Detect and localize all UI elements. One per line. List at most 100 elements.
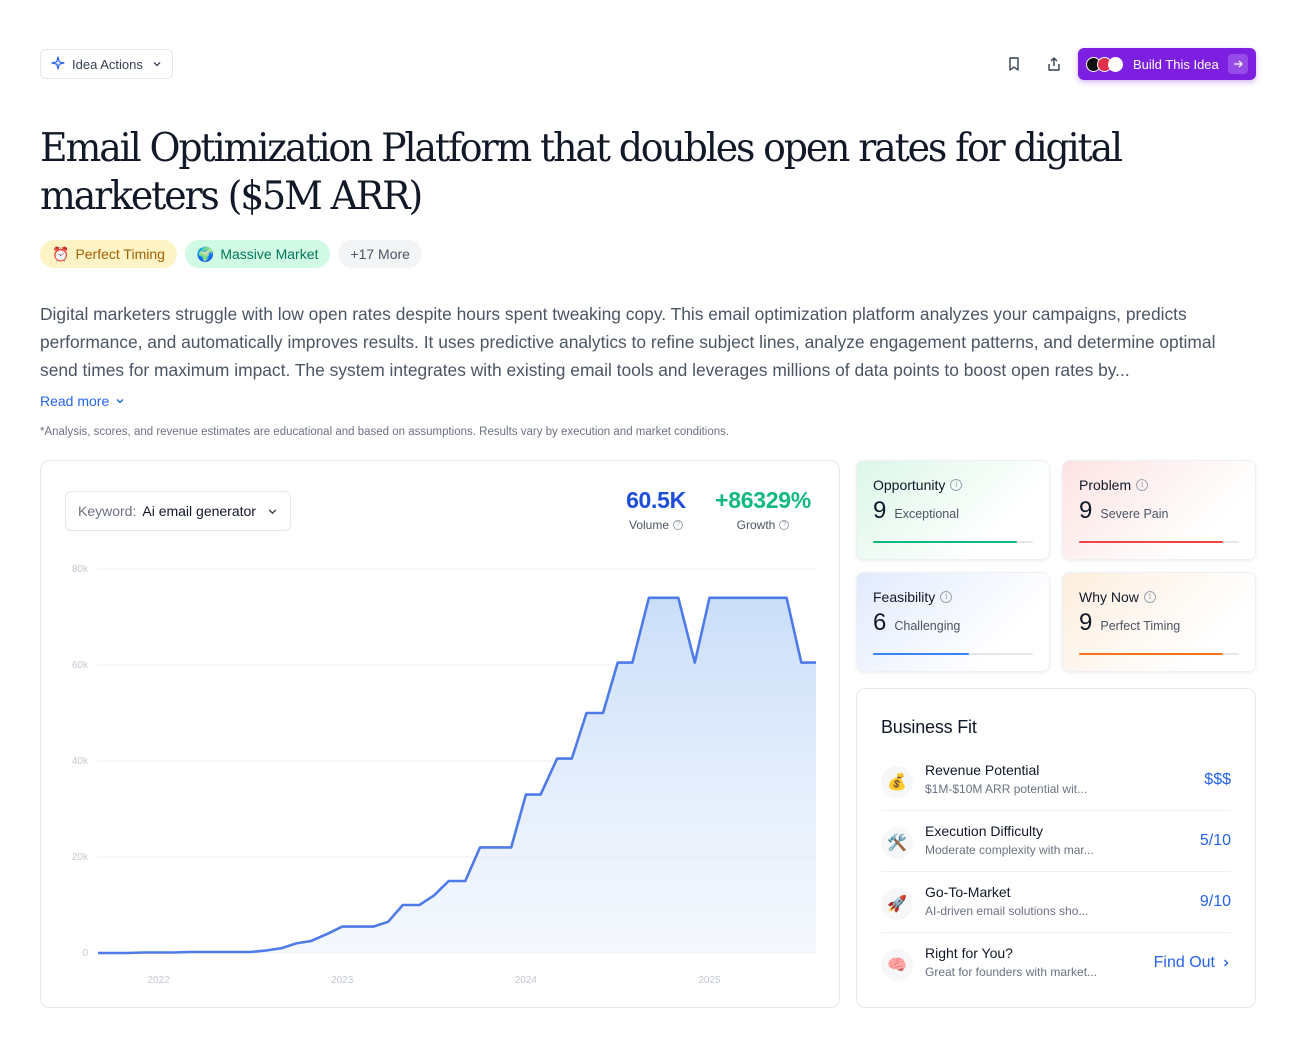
alarm-clock-icon: ⏰ <box>52 245 70 262</box>
bookmark-icon <box>1009 57 1019 71</box>
tag-label: Perfect Timing <box>75 246 165 262</box>
score-label: Challenging <box>894 619 961 633</box>
bookmark-button[interactable] <box>998 48 1030 80</box>
disclaimer: *Analysis, scores, and revenue estimates… <box>40 426 730 438</box>
growth-stat: +86329% Growth? <box>709 487 817 532</box>
read-more-label: Read more <box>40 393 110 409</box>
read-more-link[interactable]: Read more <box>40 393 125 409</box>
value-text: 9/10 <box>1199 893 1231 910</box>
share-icon <box>1048 57 1060 71</box>
y-tick-label: 60k <box>72 660 89 671</box>
x-tick-label: 2023 <box>331 975 354 986</box>
info-icon[interactable]: i <box>950 479 963 491</box>
tag-massive-market[interactable]: 🌍 Massive Market <box>184 240 331 268</box>
avatar <box>1108 56 1123 72</box>
globe-icon: 🌍 <box>196 245 215 262</box>
score-name: Opportunity <box>873 477 946 493</box>
y-tick-label: 20k <box>72 852 89 863</box>
top-bar: Idea Actions Build This Idea <box>40 48 1256 80</box>
business-fit-execution-difficulty[interactable]: 🛠️ Execution Difficulty Moderate complex… <box>881 811 1231 872</box>
business-fit-right-for-you[interactable]: 🧠 Right for You? Great for founders with… <box>881 933 1231 994</box>
tag-more[interactable]: +17 More <box>338 240 422 268</box>
info-icon[interactable]: i <box>940 591 953 603</box>
money-bag-icon: 💰 <box>881 766 913 798</box>
series-line <box>98 596 816 955</box>
value-text: 5/10 <box>1199 832 1231 849</box>
keyword-label: Keyword: <box>78 503 137 519</box>
y-tick-label: 0 <box>82 948 88 959</box>
score-label: Perfect Timing <box>1100 619 1181 633</box>
tag-list: ⏰ Perfect Timing 🌍 Massive Market +17 Mo… <box>40 240 422 268</box>
value-text: Find Out <box>1153 954 1215 971</box>
score-bar <box>873 541 1033 543</box>
help-icon[interactable]: ? <box>673 520 684 530</box>
build-this-idea-button[interactable]: Build This Idea <box>1078 48 1256 80</box>
trend-chart: 0 20k 40k 60k 80k 2022 2023 2024 2025 <box>72 564 816 986</box>
series-area <box>98 597 816 953</box>
build-label: Build This Idea <box>1133 56 1219 72</box>
x-tick-label: 2024 <box>515 975 538 986</box>
tool-avatars <box>1086 56 1123 72</box>
business-fit-value: $$$ <box>1204 771 1231 789</box>
score-bar <box>1079 653 1239 655</box>
rocket-icon: 🚀 <box>881 888 913 920</box>
score-card-feasibility[interactable]: Feasibility i 6 Challenging <box>856 572 1050 672</box>
score-label: Severe Pain <box>1100 507 1169 521</box>
page-title: Email Optimization Platform that doubles… <box>40 126 1123 219</box>
chevron-right-icon <box>1224 959 1229 967</box>
score-bar <box>873 653 1033 655</box>
score-card-problem[interactable]: Problem i 9 Severe Pain <box>1062 460 1256 560</box>
x-tick-label: 2022 <box>147 975 170 986</box>
score-card-opportunity[interactable]: Opportunity i 9 Exceptional <box>856 460 1050 560</box>
score-card-why-now[interactable]: Why Now i 9 Perfect Timing <box>1062 572 1256 672</box>
score-value: 9 <box>873 497 887 524</box>
idea-actions-dropdown[interactable]: Idea Actions <box>40 49 173 79</box>
info-icon[interactable]: i <box>1143 591 1156 603</box>
score-bar-fill <box>1079 541 1223 543</box>
top-actions: Build This Idea <box>998 48 1256 80</box>
business-fit-value: 5/10 <box>1200 832 1231 850</box>
keyword-select[interactable]: Keyword: Ai email generator <box>65 491 291 531</box>
brain-icon: 🧠 <box>881 949 913 981</box>
keyword-value: Ai email generator <box>142 503 256 519</box>
score-name: Feasibility <box>873 589 936 605</box>
business-fit-name: Execution Difficulty <box>925 823 1044 839</box>
share-button[interactable] <box>1038 48 1070 80</box>
growth-value: +86329% <box>715 487 811 513</box>
tag-perfect-timing[interactable]: ⏰ Perfect Timing <box>40 240 177 268</box>
business-fit-name: Revenue Potential <box>925 762 1040 778</box>
score-bar-fill <box>873 541 1017 543</box>
score-bar-fill <box>1079 653 1223 655</box>
y-tick-label: 80k <box>72 564 89 575</box>
find-out-link[interactable]: Find Out <box>1154 954 1231 972</box>
volume-value: 60.5K <box>626 487 686 513</box>
business-fit-name: Right for You? <box>925 945 1013 961</box>
x-tick-label: 2025 <box>698 975 721 986</box>
business-fit-revenue-potential[interactable]: 💰 Revenue Potential $1M-$10M ARR potenti… <box>881 750 1231 811</box>
business-fit-go-to-market[interactable]: 🚀 Go-To-Market AI-driven email solutions… <box>881 872 1231 933</box>
idea-actions-label: Idea Actions <box>72 56 143 72</box>
score-value: 9 <box>1079 609 1093 636</box>
tag-label: +17 More <box>350 246 410 262</box>
score-name: Problem <box>1079 477 1132 493</box>
idea-description: Digital marketers struggle with low open… <box>40 304 1216 380</box>
chevron-down-icon <box>153 62 161 67</box>
score-label: Exceptional <box>894 507 959 521</box>
arrow-right-icon <box>1228 54 1248 74</box>
volume-stat: 60.5K Volume? <box>619 487 693 532</box>
info-icon[interactable]: i <box>1136 479 1149 491</box>
score-value: 6 <box>873 609 887 636</box>
help-icon[interactable]: ? <box>779 520 790 530</box>
business-fit-value: 9/10 <box>1200 893 1231 911</box>
score-name: Why Now <box>1079 589 1139 605</box>
business-fit-desc: AI-driven email solutions sho... <box>925 904 1089 918</box>
business-fit-name: Go-To-Market <box>925 884 1011 900</box>
score-bar-fill <box>873 653 969 655</box>
trend-chart-card: 0 20k 40k 60k 80k 2022 2023 2024 2025 Keyword: A… <box>40 460 840 1008</box>
tools-icon: 🛠️ <box>881 827 913 859</box>
growth-label: Growth <box>736 518 776 532</box>
score-value: 9 <box>1079 497 1093 524</box>
business-fit-desc: Moderate complexity with mar... <box>925 843 1094 857</box>
volume-label: Volume <box>628 518 670 532</box>
sparkle-icon <box>51 56 65 72</box>
